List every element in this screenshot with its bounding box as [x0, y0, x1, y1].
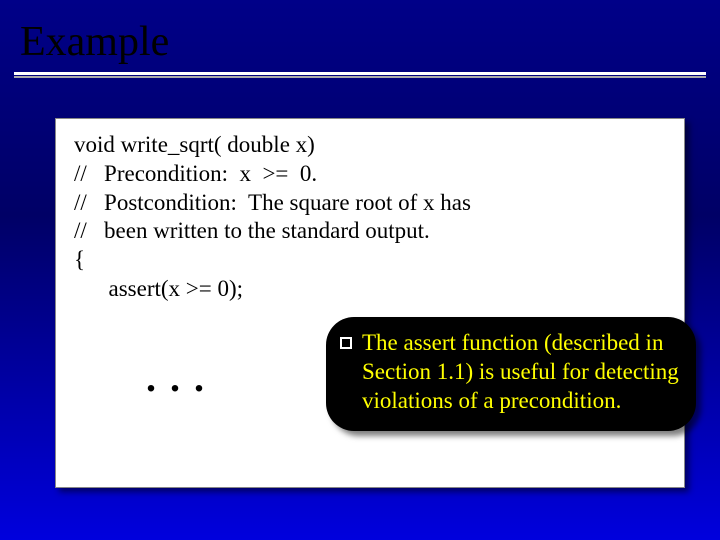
code-line: assert(x >= 0);: [74, 275, 666, 304]
code-box: void write_sqrt( double x) // Preconditi…: [55, 118, 685, 488]
callout-box: The assert function (described in Sectio…: [326, 317, 696, 431]
code-line: void write_sqrt( double x): [74, 131, 666, 160]
title-area: Example: [0, 0, 720, 72]
page-title: Example: [20, 18, 700, 66]
code-line: // Postcondition: The square root of x h…: [74, 189, 666, 218]
code-line: // Precondition: x >= 0.: [74, 160, 666, 189]
ellipsis-dots: . . .: [146, 354, 206, 401]
title-divider: [14, 72, 706, 78]
code-line: {: [74, 246, 666, 275]
content-area: void write_sqrt( double x) // Preconditi…: [55, 118, 685, 488]
bullet-icon: [340, 337, 352, 349]
callout-text: The assert function (described in Sectio…: [362, 329, 680, 415]
code-line: // been written to the standard output.: [74, 217, 666, 246]
